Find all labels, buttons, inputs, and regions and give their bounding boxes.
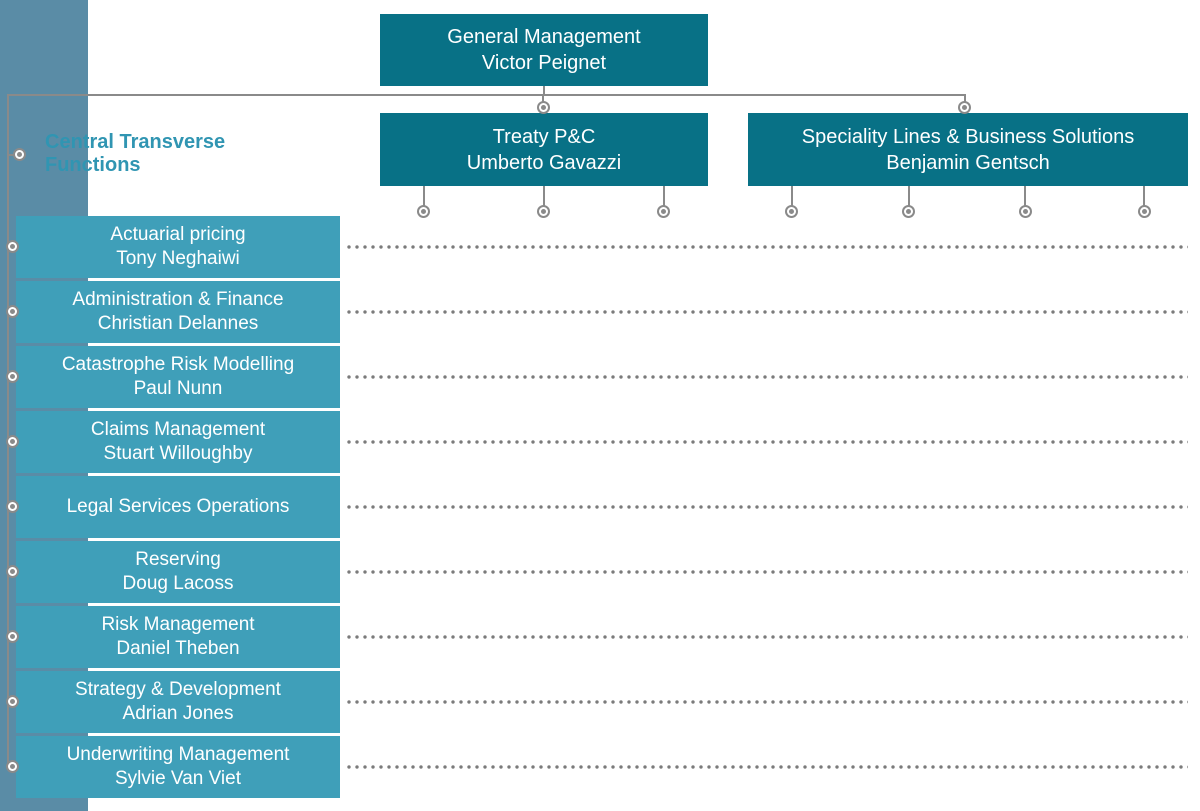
connector-line [1143, 186, 1145, 206]
function-box-actuarial-pricing: Actuarial pricing Tony Neghaiwi [16, 216, 340, 278]
connector-line [543, 186, 545, 206]
connector-line [543, 86, 545, 95]
function-title: Claims Management [90, 419, 266, 440]
connector-node-icon [537, 205, 550, 218]
dotted-line [345, 570, 1188, 574]
connector-node-icon [6, 305, 19, 318]
connector-line [542, 94, 544, 103]
function-name: Tony Neghaiwi [116, 248, 240, 269]
function-name: Adrian Jones [122, 703, 234, 724]
connector-node-icon [902, 205, 915, 218]
function-name: Daniel Theben [116, 638, 240, 659]
connector-line [7, 154, 16, 156]
function-box-administration-finance: Administration & Finance Christian Delan… [16, 281, 340, 343]
connector-node-icon [417, 205, 430, 218]
connector-node-icon [6, 630, 19, 643]
connector-line [7, 94, 966, 96]
function-title: Reserving [135, 549, 221, 570]
function-box-strategy-development: Strategy & Development Adrian Jones [16, 671, 340, 733]
connector-node-icon [6, 435, 19, 448]
function-title: Catastrophe Risk Modelling [61, 354, 295, 375]
connector-node-icon [1019, 205, 1032, 218]
dotted-line [345, 310, 1188, 314]
function-title: Strategy & Development [75, 679, 281, 700]
connector-node-icon [6, 370, 19, 383]
connector-node-icon [6, 760, 19, 773]
function-title: Underwriting Management [66, 744, 290, 765]
function-title: Risk Management [101, 614, 255, 635]
function-box-legal-services-operations: Legal Services Operations [16, 476, 340, 538]
root-box-general-management: General Management Victor Peignet [380, 14, 708, 86]
connector-line [1024, 186, 1026, 206]
dotted-line [345, 765, 1188, 769]
function-box-underwriting-management: Underwriting Management Sylvie Van Viet [16, 736, 340, 798]
connector-node-icon [13, 148, 26, 161]
function-box-reserving: Reserving Doug Lacoss [16, 541, 340, 603]
function-name: Christian Delannes [97, 313, 259, 334]
dotted-line [345, 505, 1188, 509]
root-name: Victor Peignet [481, 52, 607, 74]
connector-line [791, 186, 793, 206]
connector-node-icon [785, 205, 798, 218]
function-box-claims-management: Claims Management Stuart Willoughby [16, 411, 340, 473]
dotted-line [345, 700, 1188, 704]
division-box-treaty-pc: Treaty P&C Umberto Gavazzi [380, 113, 708, 186]
dotted-line [345, 375, 1188, 379]
function-title: Actuarial pricing [110, 224, 246, 245]
column-label: Business Solutions Rachel Conran [575, 325, 625, 486]
dotted-line [345, 245, 1188, 249]
connector-line [423, 186, 425, 206]
function-box-risk-management: Risk Management Daniel Theben [16, 606, 340, 668]
division-name: Benjamin Gentsch [886, 151, 1050, 174]
connector-node-icon [6, 565, 19, 578]
function-name: Paul Nunn [133, 378, 223, 399]
function-title: Administration & Finance [72, 289, 284, 310]
division-title: Speciality Lines & Business Solutions [801, 125, 1135, 148]
division-box-speciality-lines: Speciality Lines & Business Solutions Be… [748, 113, 1188, 186]
connector-node-icon [537, 101, 550, 114]
connector-node-icon [1138, 205, 1151, 218]
connector-line [908, 186, 910, 206]
connector-node-icon [6, 500, 19, 513]
function-name: Stuart Willoughby [103, 443, 253, 464]
column-name: Rachel Conran [602, 342, 623, 469]
function-title: Legal Services Operations [66, 496, 290, 517]
column-title: Business Solutions [577, 325, 598, 486]
left-label-line2: Functions [45, 154, 141, 176]
root-title: General Management [447, 26, 641, 48]
connector-line [663, 186, 665, 206]
division-title: Treaty P&C [492, 125, 596, 148]
connector-node-icon [958, 101, 971, 114]
dotted-line [345, 635, 1188, 639]
connector-node-icon [657, 205, 670, 218]
left-label-line1: Central Transverse [45, 131, 226, 153]
function-name: Sylvie Van Viet [114, 768, 242, 789]
function-name: Doug Lacoss [122, 573, 234, 594]
connector-node-icon [6, 240, 19, 253]
central-transverse-functions-label: Central Transverse Functions [45, 131, 275, 177]
connector-node-icon [6, 695, 19, 708]
division-name: Umberto Gavazzi [466, 151, 622, 174]
connector-line [7, 94, 9, 769]
dotted-line [345, 440, 1188, 444]
connector-line [964, 94, 966, 103]
function-box-catastrophe-risk-modelling: Catastrophe Risk Modelling Paul Nunn [16, 346, 340, 408]
